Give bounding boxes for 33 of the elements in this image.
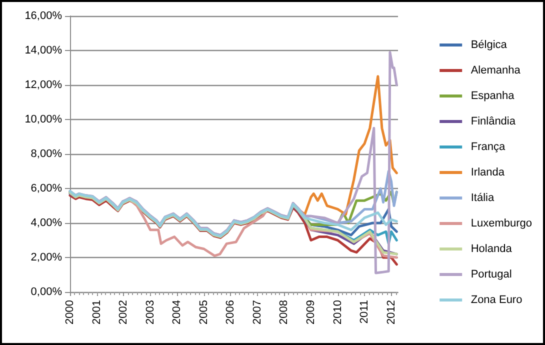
legend-label: Irlanda: [470, 166, 506, 178]
x-tick-label: 2006: [224, 300, 237, 324]
y-tick-label: 0,00%: [30, 286, 62, 298]
x-tick-label: 2011: [358, 300, 371, 324]
legend-label: Bélgica: [470, 39, 508, 51]
legend-label: Itália: [470, 192, 495, 204]
x-tick-label: 2009: [304, 300, 317, 324]
x-tick-label: 2012: [385, 300, 398, 324]
x-tick-label: 2003: [144, 300, 156, 324]
y-tick-label: 12,00%: [24, 79, 62, 91]
x-tick-label: 2008: [278, 300, 290, 324]
legend-label: Finlândia: [470, 116, 516, 128]
y-tick-label: 14,00%: [24, 44, 62, 56]
y-tick-label: 8,00%: [30, 148, 62, 160]
legend-label: Espanha: [470, 90, 516, 102]
x-tick-label: 2000: [64, 300, 76, 324]
legend-label: Alemanha: [470, 64, 522, 76]
x-tick-label: 2002: [118, 300, 130, 324]
x-tick-label: 2007: [251, 300, 264, 324]
x-tick-label: 2005: [198, 300, 210, 324]
y-tick-label: 2,00%: [30, 252, 62, 264]
x-tick-label: 2001: [90, 300, 103, 324]
legend-label: Portugal: [470, 268, 512, 280]
x-tick-label: 2004: [171, 300, 184, 324]
y-tick-label: 16,00%: [24, 10, 62, 22]
y-tick-label: 4,00%: [30, 217, 62, 229]
y-tick-label: 6,00%: [30, 182, 62, 194]
legend-label: França: [470, 141, 506, 153]
y-tick-label: 10,00%: [24, 114, 62, 126]
legend-label: Zona Euro: [470, 294, 522, 306]
legend-label: Luxemburgo: [470, 218, 532, 230]
legend-label: Holanda: [470, 243, 513, 255]
x-tick-label: 2010: [332, 300, 344, 324]
